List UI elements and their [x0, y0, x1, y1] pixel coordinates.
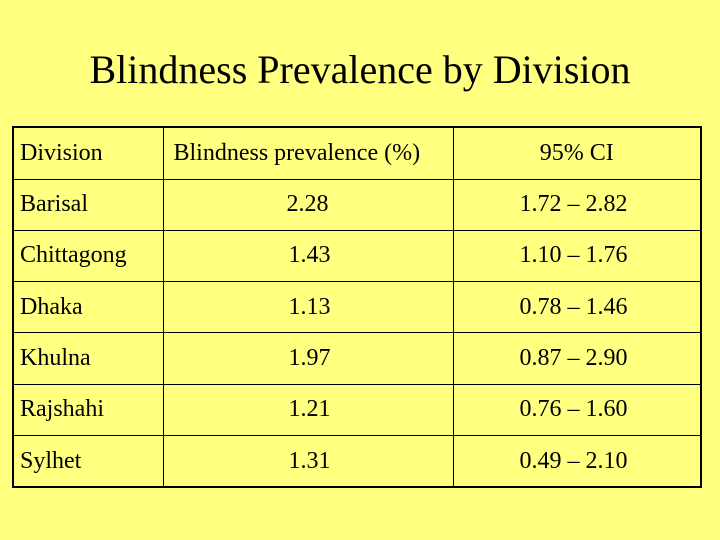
- prevalence-cell: 1.13: [162, 281, 454, 334]
- ci-cell: 0.49 – 2.10: [452, 435, 702, 488]
- header-ci: 95% CI: [452, 126, 702, 180]
- prevalence-cell: 1.31: [162, 435, 454, 488]
- ci-cell: 1.10 – 1.76: [452, 229, 702, 283]
- ci-cell: 1.72 – 2.82: [452, 178, 702, 231]
- ci-cell: 0.87 – 2.90: [452, 332, 702, 385]
- table-row: Barisal 2.28 1.72 – 2.82: [12, 178, 702, 231]
- table-header-row: Division Blindness prevalence (%) 95% CI: [12, 126, 702, 180]
- slide-title: Blindness Prevalence by Division: [89, 47, 631, 92]
- ci-cell: 0.78 – 1.46: [452, 281, 702, 334]
- header-division: Division: [12, 126, 164, 180]
- table-row: Rajshahi 1.21 0.76 – 1.60: [12, 383, 702, 437]
- division-cell: Barisal: [12, 178, 164, 231]
- table-row: Sylhet 1.31 0.49 – 2.10: [12, 435, 702, 488]
- table-row: Chittagong 1.43 1.10 – 1.76: [12, 229, 702, 283]
- prevalence-cell: 1.21: [162, 383, 454, 437]
- ci-cell: 0.76 – 1.60: [452, 383, 702, 437]
- header-prevalence: Blindness prevalence (%): [162, 126, 454, 180]
- prevalence-cell: 1.97: [162, 332, 454, 385]
- prevalence-table: Division Blindness prevalence (%) 95% CI…: [12, 126, 702, 488]
- prevalence-cell: 1.43: [162, 229, 454, 283]
- prevalence-cell: 2.28: [162, 178, 454, 231]
- table-row: Dhaka 1.13 0.78 – 1.46: [12, 281, 702, 334]
- division-cell: Sylhet: [12, 435, 164, 488]
- division-cell: Rajshahi: [12, 383, 164, 437]
- division-cell: Dhaka: [12, 281, 164, 334]
- table-row: Khulna 1.97 0.87 – 2.90: [12, 332, 702, 385]
- division-cell: Chittagong: [12, 229, 164, 283]
- division-cell: Khulna: [12, 332, 164, 385]
